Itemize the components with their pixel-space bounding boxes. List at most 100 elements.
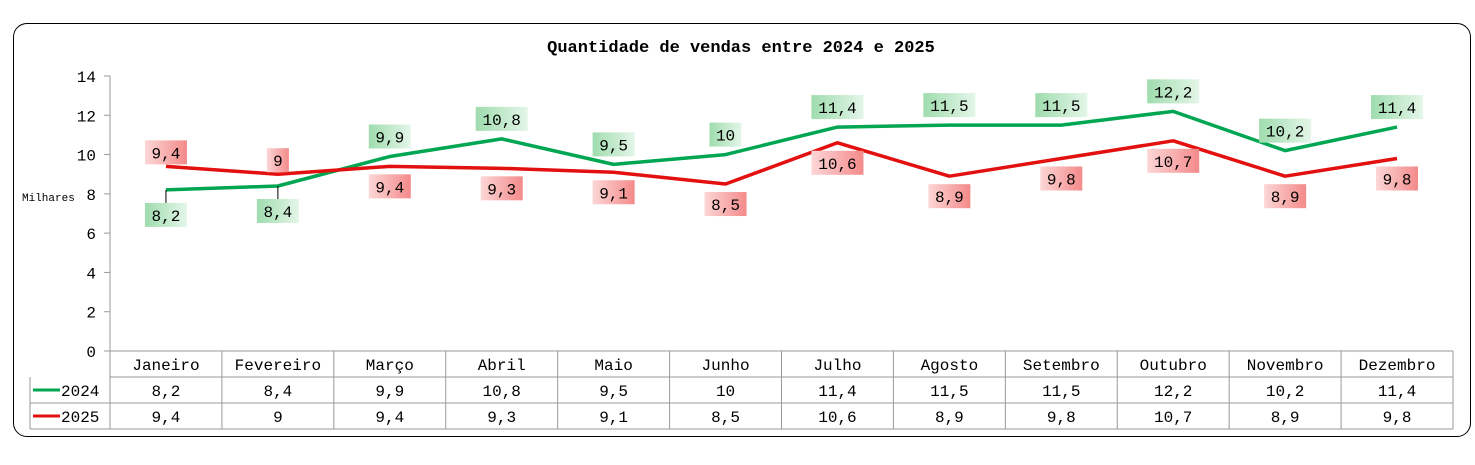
chart-frame xyxy=(13,23,1471,437)
category-label: Junho xyxy=(702,357,750,375)
data-label-bg xyxy=(923,93,976,118)
data-label-bg xyxy=(256,199,299,223)
data-label-bg xyxy=(592,132,635,157)
data-label: 10,7 xyxy=(1154,154,1192,172)
y-tick-label: 14 xyxy=(77,69,96,87)
table-cell: 8,2 xyxy=(152,383,181,401)
data-label-bg xyxy=(1035,93,1088,118)
table-cell: 9,8 xyxy=(1383,409,1412,427)
data-label: 8,5 xyxy=(711,197,740,215)
chart-title: Quantidade de vendas entre 2024 e 2025 xyxy=(547,39,935,58)
table-cell: 9 xyxy=(273,409,283,427)
y-tick-label: 4 xyxy=(86,265,96,283)
category-label: Novembro xyxy=(1247,357,1324,375)
y-tick-label: 12 xyxy=(77,108,96,126)
data-label: 8,2 xyxy=(152,208,181,226)
data-label: 9,1 xyxy=(599,185,628,203)
data-label: 11,4 xyxy=(818,100,856,118)
data-label: 9,4 xyxy=(375,179,404,197)
data-label: 9,8 xyxy=(1047,172,1076,190)
data-label: 8,4 xyxy=(263,204,292,222)
table-cell: 11,5 xyxy=(1042,383,1080,401)
data-label-bg xyxy=(1371,95,1424,120)
data-label-bg xyxy=(368,124,411,149)
data-label-bg xyxy=(704,192,747,217)
data-label: 10 xyxy=(716,128,735,146)
table-cell: 11,4 xyxy=(1378,383,1416,401)
data-label: 10,8 xyxy=(483,112,521,130)
table-cell: 8,5 xyxy=(711,409,740,427)
table-cell: 9,4 xyxy=(152,409,181,427)
data-label-bg xyxy=(1259,118,1312,143)
category-label: Fevereiro xyxy=(235,357,321,375)
legend-label: 2024 xyxy=(61,383,99,401)
table-cell: 10 xyxy=(716,383,735,401)
data-label: 11,5 xyxy=(930,98,968,116)
data-label: 8,9 xyxy=(935,189,964,207)
table-cell: 9,9 xyxy=(375,383,404,401)
y-tick-label: 2 xyxy=(86,305,96,323)
legend-label: 2025 xyxy=(61,409,99,427)
data-label: 9,8 xyxy=(1383,172,1412,190)
data-label-bg xyxy=(144,202,187,227)
category-label: Março xyxy=(366,357,414,375)
data-label: 9 xyxy=(273,153,283,171)
data-label: 12,2 xyxy=(1154,84,1192,102)
category-label: Outubro xyxy=(1140,357,1207,375)
data-label: 9,9 xyxy=(375,130,404,148)
category-label: Janeiro xyxy=(132,357,199,375)
data-label-bg xyxy=(1040,166,1083,191)
table-cell: 10,8 xyxy=(483,383,521,401)
data-label-bg xyxy=(480,176,523,201)
category-label: Julho xyxy=(813,357,861,375)
table-cell: 9,1 xyxy=(599,409,628,427)
data-label: 8,9 xyxy=(1271,189,1300,207)
data-label-bg xyxy=(811,150,864,175)
data-label-bg xyxy=(1147,148,1200,173)
data-label: 10,6 xyxy=(818,156,856,174)
table-cell: 8,9 xyxy=(1271,409,1300,427)
series-line-2024 xyxy=(165,109,1398,192)
data-label-bg xyxy=(475,106,528,131)
data-label: 9,3 xyxy=(487,181,516,199)
data-label-bg xyxy=(928,184,971,209)
y-axis-label: Milhares xyxy=(22,193,75,205)
data-label-bg xyxy=(1147,79,1200,104)
table-cell: 8,9 xyxy=(935,409,964,427)
category-label: Agosto xyxy=(921,357,979,375)
data-label-bg xyxy=(811,95,864,120)
data-label-bg xyxy=(266,148,289,173)
category-label: Setembro xyxy=(1023,357,1100,375)
category-label: Dezembro xyxy=(1359,357,1436,375)
data-label-bg xyxy=(592,180,635,205)
table-cell: 10,2 xyxy=(1266,383,1304,401)
table-cell: 10,6 xyxy=(818,409,856,427)
data-label-bg xyxy=(1376,166,1419,191)
y-tick-label: 10 xyxy=(77,148,96,166)
data-label: 10,2 xyxy=(1266,124,1304,142)
category-label: Maio xyxy=(594,357,632,375)
y-tick-label: 6 xyxy=(86,226,96,244)
data-label-bg xyxy=(709,122,742,147)
data-label: 9,5 xyxy=(599,137,628,155)
data-label: 11,5 xyxy=(1042,98,1080,116)
table-cell: 10,7 xyxy=(1154,409,1192,427)
y-tick-label: 0 xyxy=(86,344,96,362)
table-cell: 9,4 xyxy=(375,409,404,427)
table-cell: 8,4 xyxy=(263,383,292,401)
data-label-bg xyxy=(144,140,187,165)
data-label: 11,4 xyxy=(1378,100,1416,118)
data-label-bg xyxy=(368,174,411,199)
data-label: 9,4 xyxy=(152,145,181,163)
table-cell: 9,3 xyxy=(487,409,516,427)
table-cell: 11,5 xyxy=(930,383,968,401)
data-label-bg xyxy=(1264,184,1307,209)
y-tick-label: 8 xyxy=(86,187,96,205)
category-label: Abril xyxy=(478,357,526,375)
table-cell: 12,2 xyxy=(1154,383,1192,401)
series-line-2025 xyxy=(165,139,1398,186)
table-cell: 11,4 xyxy=(818,383,856,401)
table-cell: 9,8 xyxy=(1047,409,1076,427)
table-cell: 9,5 xyxy=(599,383,628,401)
